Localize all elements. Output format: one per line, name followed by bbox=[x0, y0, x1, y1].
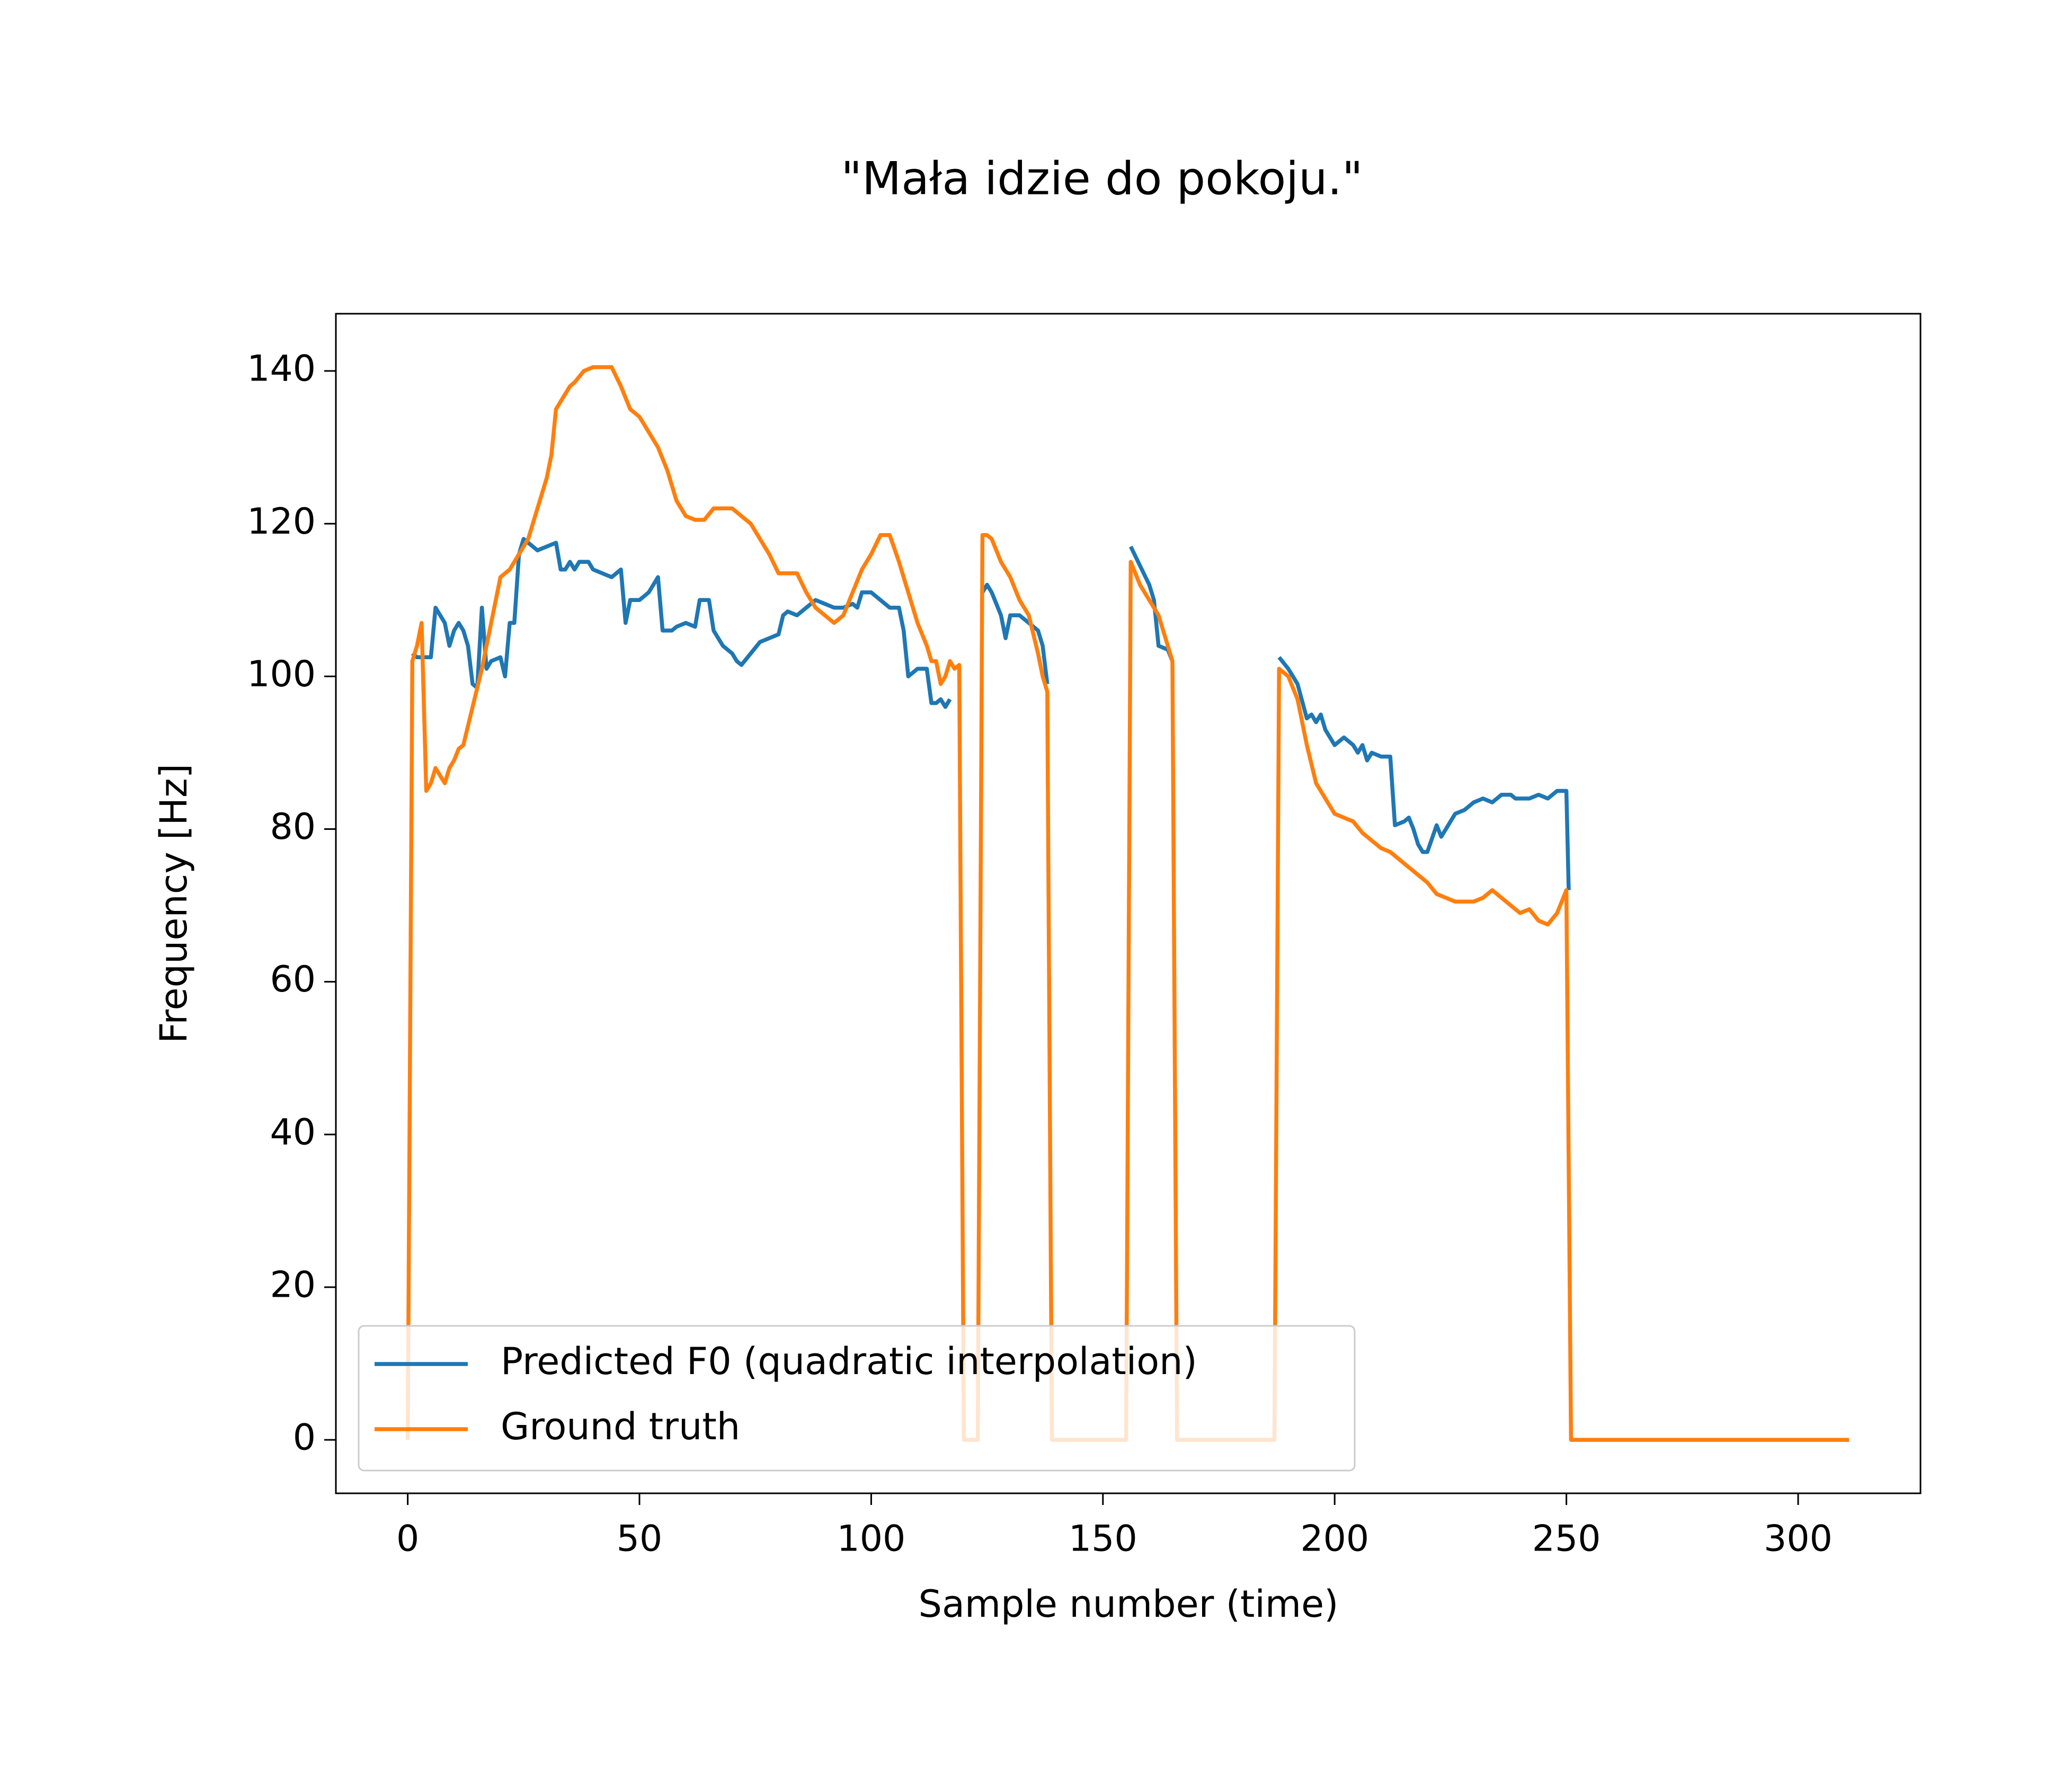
y-tick-label: 140 bbox=[247, 348, 316, 390]
y-tick-label: 0 bbox=[293, 1417, 316, 1459]
x-tick-label: 0 bbox=[396, 1518, 419, 1560]
y-tick-label: 40 bbox=[270, 1111, 316, 1153]
y-tick-label: 80 bbox=[270, 806, 316, 848]
x-axis-label: Sample number (time) bbox=[919, 1582, 1339, 1626]
y-tick-label: 120 bbox=[247, 501, 316, 543]
y-tick-label: 100 bbox=[247, 653, 316, 695]
y-axis-label: Frequency [Hz] bbox=[152, 764, 195, 1043]
legend-label: Predicted F0 (quadratic interpolation) bbox=[501, 1340, 1197, 1383]
x-tick-label: 250 bbox=[1532, 1518, 1601, 1560]
y-tick-label: 20 bbox=[270, 1264, 316, 1306]
legend-label: Ground truth bbox=[501, 1405, 740, 1448]
y-tick-label: 60 bbox=[270, 959, 316, 1000]
x-tick-label: 300 bbox=[1764, 1518, 1833, 1560]
legend-box bbox=[358, 1325, 1356, 1472]
series-line bbox=[411, 537, 1571, 890]
series-line bbox=[405, 365, 1849, 1442]
chart-title: "Mała idzie do pokoju." bbox=[841, 152, 1363, 205]
plot-frame bbox=[335, 313, 1922, 1494]
x-tick-label: 100 bbox=[837, 1518, 906, 1560]
x-tick-label: 50 bbox=[617, 1518, 663, 1560]
x-tick-label: 200 bbox=[1300, 1518, 1369, 1560]
x-tick-label: 150 bbox=[1069, 1518, 1137, 1560]
